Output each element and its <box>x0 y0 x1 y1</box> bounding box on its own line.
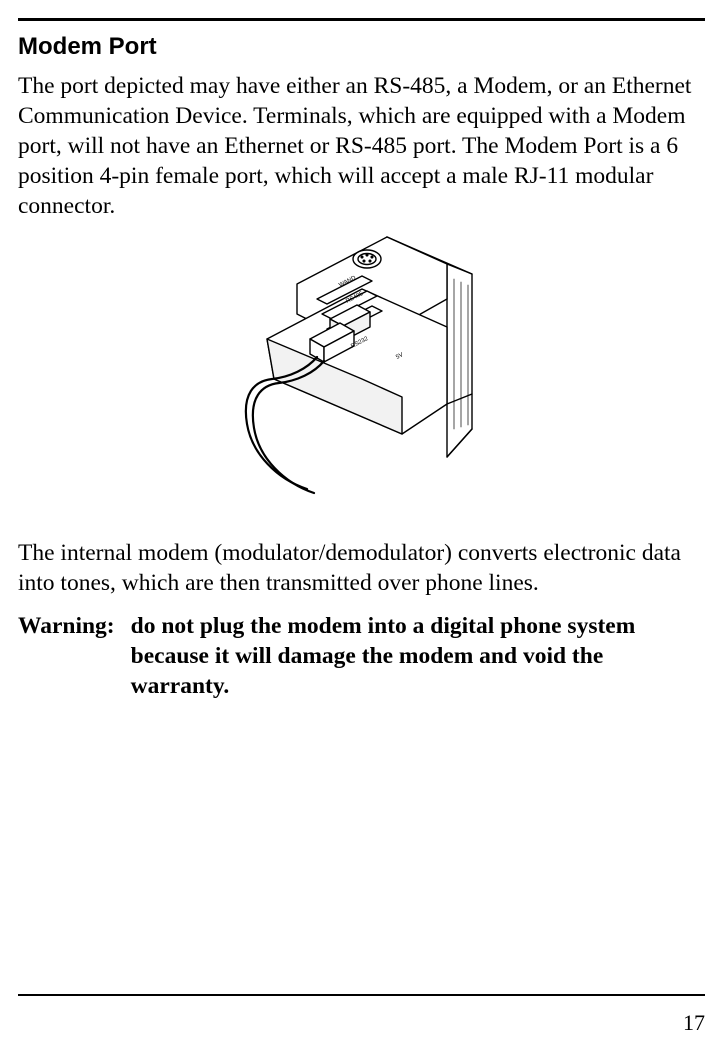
modem-port-figure: WAND RS485 RS232 5V <box>18 229 705 514</box>
page: Modem Port The port depicted may have ei… <box>0 18 723 1056</box>
section-heading: Modem Port <box>18 33 705 61</box>
modem-port-diagram: WAND RS485 RS232 5V <box>212 229 512 509</box>
paragraph-1: The port depicted may have either an RS-… <box>18 71 705 221</box>
page-number: 17 <box>683 1010 705 1036</box>
paragraph-2: The internal modem (modulator/demodulato… <box>18 538 705 598</box>
warning-body: do not plug the modem into a digital pho… <box>131 611 705 701</box>
warning-block: Warning: do not plug the modem into a di… <box>18 611 705 701</box>
top-rule <box>18 18 705 21</box>
bottom-rule <box>18 994 705 996</box>
warning-label: Warning: <box>18 611 131 701</box>
